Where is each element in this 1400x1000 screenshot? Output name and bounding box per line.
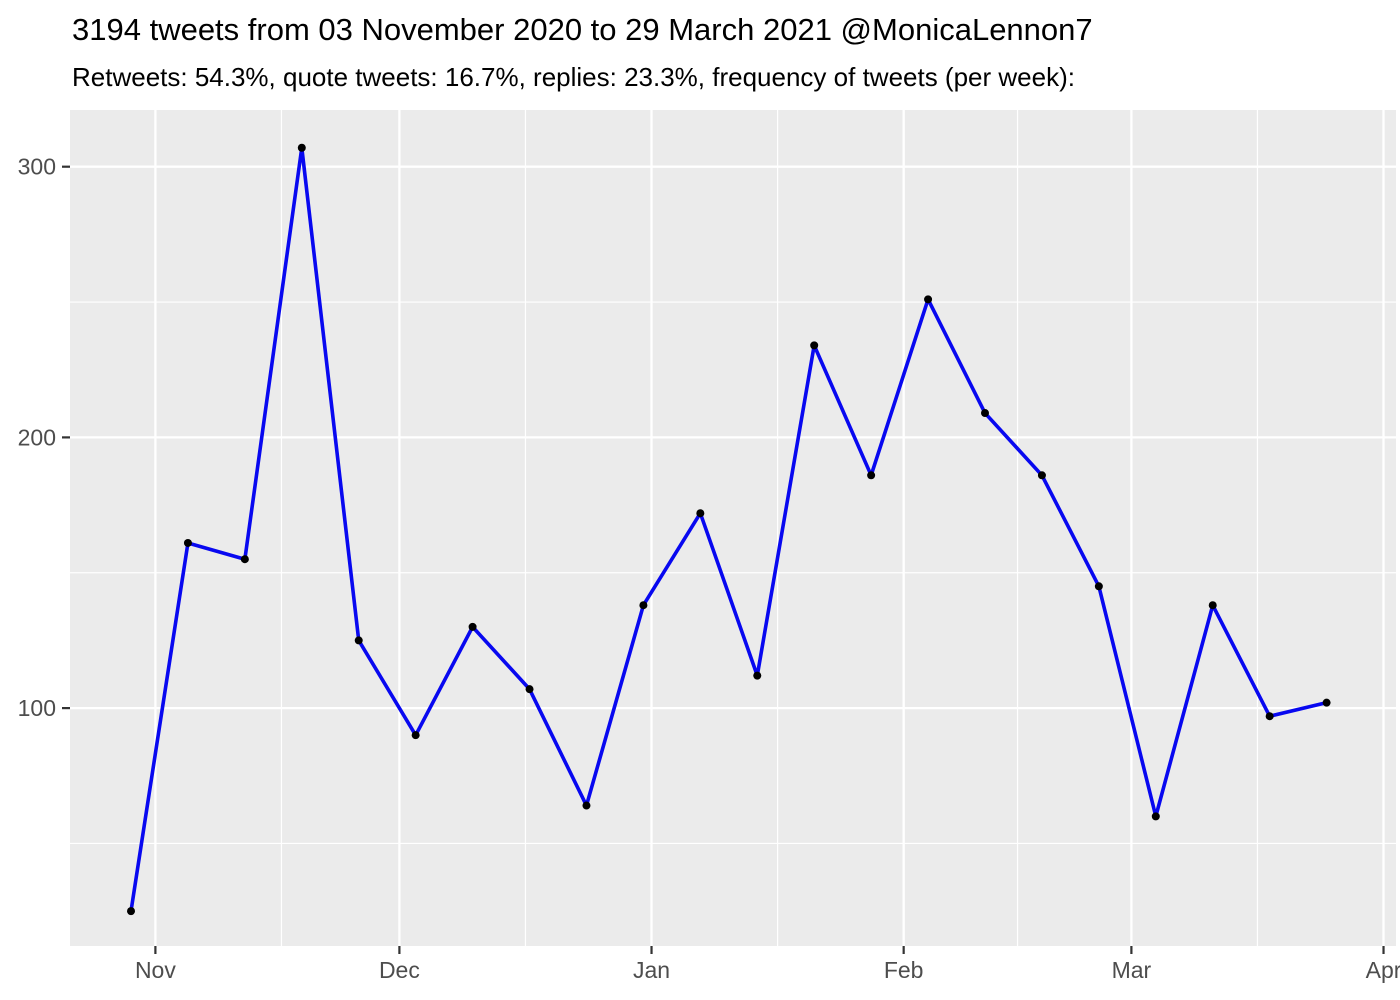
x-tick-label: Feb [884,957,924,983]
data-point [696,509,705,518]
x-tick-label: Jan [633,957,670,983]
data-line [129,145,1329,913]
data-points [127,143,1331,916]
data-point [183,538,192,547]
chart-title: 3194 tweets from 03 November 2020 to 29 … [72,12,1093,47]
data-point [1265,712,1274,721]
data-point [1037,471,1046,480]
data-point [525,685,534,694]
data-point [582,801,591,810]
data-point [468,622,477,631]
x-tick-label: Dec [379,957,420,983]
axis-tick-marks [62,165,1385,954]
y-tick-label: 100 [18,695,56,721]
data-point [411,731,420,740]
data-point [810,341,819,350]
y-axis-labels: 100 200 300 [18,154,56,721]
data-point [127,907,135,916]
data-point [980,409,989,418]
data-point [354,636,363,645]
y-tick-label: 300 [18,154,56,180]
data-point [1322,698,1331,707]
data-point [1151,812,1160,821]
data-point [1094,582,1103,591]
data-point [867,471,876,480]
data-point [924,295,933,304]
x-axis-labels: Nov Dec Jan Feb Mar Apr [135,957,1400,983]
y-tick-label: 200 [18,424,56,450]
minor-gridlines [70,110,1396,946]
data-point [297,143,306,152]
x-tick-label: Mar [1112,957,1152,983]
x-tick-label: Nov [135,957,176,983]
data-point [240,555,249,564]
plot-panel [70,110,1396,946]
chart-subtitle: Retweets: 54.3%, quote tweets: 16.7%, re… [72,62,1075,92]
data-point [753,671,762,680]
x-tick-label: Apr [1366,957,1400,983]
major-gridlines [70,110,1396,946]
data-point [1208,601,1217,610]
data-point [639,601,648,610]
